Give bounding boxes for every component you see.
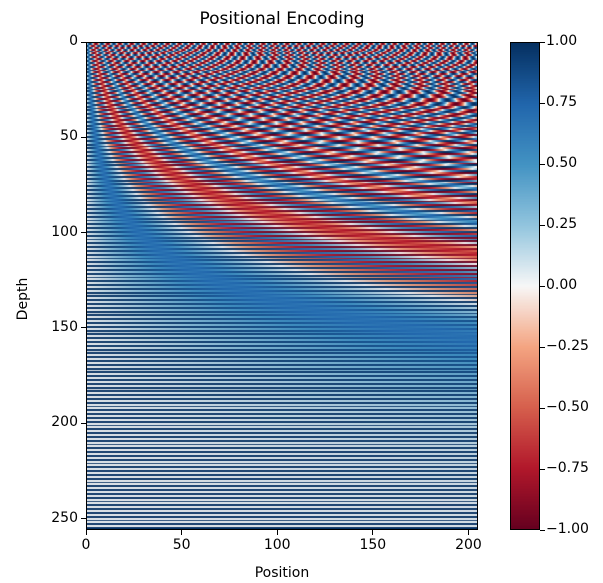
- colorbar-tick-mark: [540, 41, 545, 43]
- y-tick-mark: [81, 518, 86, 520]
- colorbar-tick-label: 0.75: [546, 94, 578, 110]
- colorbar-tick-label: 0.25: [546, 216, 578, 232]
- x-tick-mark: [85, 530, 87, 535]
- x-tick-mark: [276, 530, 278, 535]
- chart-title: Positional Encoding: [199, 9, 365, 29]
- y-tick-label: 50: [60, 128, 78, 145]
- colorbar-tick-mark: [540, 529, 545, 531]
- colorbar-tick-label: −0.75: [546, 460, 589, 476]
- y-tick-label: 0: [69, 33, 78, 49]
- colorbar-tick-label: 0.00: [546, 277, 578, 293]
- colorbar-tick-label: −0.50: [546, 399, 589, 415]
- x-tick-mark: [181, 530, 183, 535]
- colorbar-tick-mark: [540, 468, 545, 470]
- y-tick-mark: [81, 422, 86, 424]
- y-tick-mark: [81, 232, 86, 234]
- x-tick-mark: [372, 530, 374, 535]
- y-tick-label: 250: [51, 509, 78, 526]
- heatmap-plot-area: [86, 42, 478, 530]
- x-tick-label: 100: [263, 537, 291, 553]
- heatmap-image: [87, 43, 477, 529]
- x-tick-label: 50: [172, 537, 191, 553]
- colorbar-tick-mark: [540, 407, 545, 409]
- y-tick-label: 150: [51, 318, 78, 335]
- y-tick-mark: [81, 41, 86, 43]
- x-tick-mark: [467, 530, 469, 535]
- colorbar-tick-mark: [540, 346, 545, 348]
- y-axis-label: Depth: [15, 277, 31, 321]
- colorbar-tick-mark: [540, 285, 545, 287]
- colorbar-gradient: [511, 43, 539, 529]
- x-tick-label: 200: [455, 537, 482, 553]
- colorbar-tick-mark: [540, 102, 545, 104]
- colorbar-tick-label: 0.50: [546, 155, 578, 171]
- y-tick-mark: [81, 327, 86, 329]
- x-tick-label: 150: [359, 537, 387, 553]
- colorbar-tick-mark: [540, 224, 545, 226]
- x-tick-label: 0: [81, 537, 91, 553]
- colorbar: [510, 42, 540, 530]
- colorbar-tick-label: −1.00: [546, 521, 589, 537]
- y-tick-mark: [81, 136, 86, 138]
- y-tick-label: 100: [51, 223, 78, 240]
- colorbar-tick-mark: [540, 163, 545, 165]
- colorbar-tick-label: 1.00: [546, 33, 578, 49]
- colorbar-tick-label: −0.25: [546, 338, 589, 354]
- x-axis-label: Position: [254, 565, 310, 581]
- y-tick-label: 200: [51, 414, 78, 431]
